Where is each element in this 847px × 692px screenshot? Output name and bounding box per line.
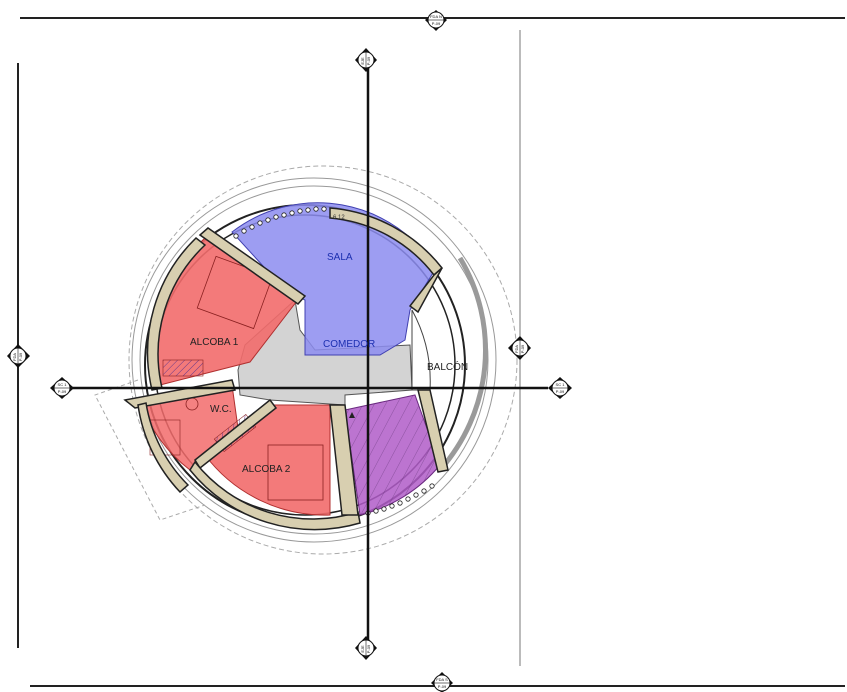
frame-lines (17, 17, 845, 687)
marker-vertical-top: EJE P-09 (355, 48, 377, 72)
outer-rings (128, 165, 518, 555)
room-label-comedor: COMEDOR (323, 339, 375, 350)
room-label-alcoba-2: ALCOBA 2 (242, 464, 291, 475)
stair-arrow-icon (349, 412, 355, 418)
balcony-area (411, 309, 431, 391)
marker-top-center-code: FDA N (430, 14, 442, 19)
marker-right-facade-code: FDA (514, 345, 519, 353)
marker-right-horizontal-sheet: P-09 (556, 389, 565, 394)
living-area (231, 202, 437, 356)
room-label-sala: SALA (327, 252, 353, 263)
marker-top-center: FDA N P-09 (425, 10, 447, 31)
marker-left-horizontal: SC 1 P-09 (50, 377, 74, 399)
marker-vertical-bottom-sheet: P-09 (366, 644, 371, 653)
marker-left-facade: FDA P-09 (7, 344, 30, 368)
marker-left-horizontal-code: SC 1 (58, 382, 68, 387)
closet-1 (162, 359, 204, 377)
marker-right-facade: FDA P-09 (508, 336, 531, 360)
room-label-balcon: BALCÓN (427, 360, 468, 373)
marker-vertical-bottom-code: EJE (360, 645, 365, 653)
marker-bottom-center-code: FDA S (436, 677, 448, 682)
marker-left-horizontal-sheet: P-09 (58, 389, 67, 394)
marker-vertical-top-sheet: P-09 (366, 56, 371, 65)
marker-right-horizontal: SC 1 P-09 (548, 377, 572, 399)
marker-vertical-bottom: EJE P-09 (355, 636, 377, 660)
marker-vertical-top-code: EJE (360, 57, 365, 65)
walls (123, 207, 449, 531)
room-label-wc: W.C. (210, 404, 232, 415)
marker-right-facade-sheet: P-09 (520, 344, 525, 353)
marker-bottom-center: FDA S P-09 (431, 672, 453, 692)
marker-left-facade-code: FDA (12, 353, 17, 361)
marker-bottom-center-sheet: P-09 (438, 684, 447, 689)
column-dots-top (233, 206, 327, 239)
bed-2 (267, 444, 324, 501)
room-label-alcoba-1: ALCOBA 1 (190, 337, 239, 348)
axis-lines (70, 65, 548, 640)
marker-right-horizontal-code: SC 1 (556, 382, 566, 387)
marker-top-center-sheet: P-09 (432, 21, 441, 26)
marker-left-facade-sheet: P-09 (18, 352, 23, 361)
dimension-top: 6.12 (333, 215, 345, 221)
